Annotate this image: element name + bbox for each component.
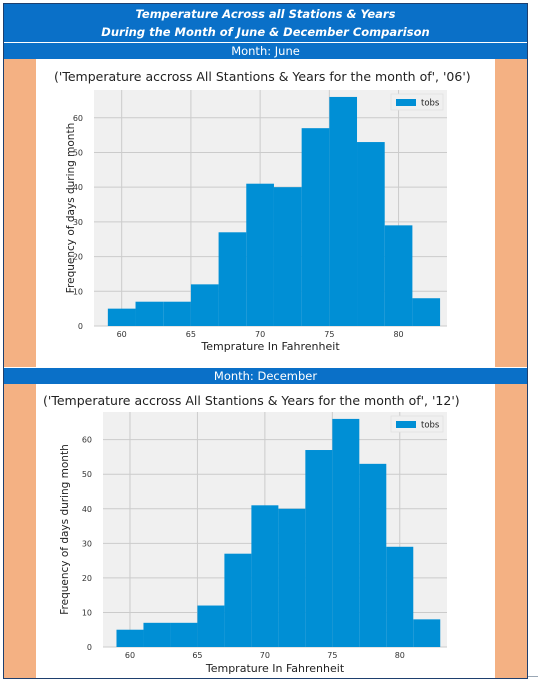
histogram-bar [135, 301, 164, 326]
chart-title: ('Temperature accross All Stantions & Ye… [43, 393, 460, 408]
y-axis-label: Frequency of days during month [59, 444, 71, 614]
title-line-1: Temperature Across all Stations & Years [135, 7, 396, 21]
y-tick-label: 0 [78, 322, 83, 331]
x-tick-label: 80 [393, 330, 403, 339]
x-tick-label: 70 [255, 330, 265, 339]
legend-label: tobs [421, 99, 440, 109]
histogram-bar [329, 96, 358, 326]
legend-swatch [396, 421, 416, 428]
y-tick-label: 20 [73, 253, 83, 262]
histogram-bar [278, 508, 306, 647]
title-band: Temperature Across all Stations & Years … [4, 4, 527, 42]
y-tick-label: 60 [82, 436, 92, 445]
y-tick-label: 10 [73, 287, 83, 296]
histogram-bar [357, 142, 385, 326]
x-tick-label: 80 [395, 651, 405, 660]
histogram-bar [301, 128, 330, 326]
x-tick-label: 60 [117, 330, 127, 339]
histogram-bar [359, 463, 387, 647]
histogram-bar [163, 301, 191, 326]
y-tick-label: 50 [73, 148, 83, 157]
title-line-2: During the Month of June & December Comp… [101, 25, 430, 39]
histogram-bar [305, 450, 333, 647]
right-margin-june [495, 59, 527, 367]
histogram-bar [384, 225, 413, 326]
x-axis-label: Temprature In Fahrenheit [200, 340, 340, 353]
histogram-bar [251, 505, 279, 647]
left-margin-december [4, 384, 36, 678]
section-band-december: Month: December [4, 367, 527, 384]
x-tick-label: 60 [125, 651, 135, 660]
y-axis-label: Frequency of days during month [65, 123, 77, 293]
y-tick-label: 10 [82, 608, 92, 617]
right-margin-december [495, 384, 527, 678]
chart-title: ('Temperature accross All Stantions & Ye… [54, 69, 471, 84]
december-histogram: ('Temperature accross All Stantions & Ye… [43, 393, 460, 675]
histogram-bar [386, 546, 414, 647]
comparison-frame: Temperature Across all Stations & Years … [3, 3, 528, 679]
histogram-bar [116, 629, 144, 647]
legend-swatch [396, 99, 416, 106]
y-tick-label: 40 [82, 505, 92, 514]
y-tick-label: 20 [82, 574, 92, 583]
histogram-bar [413, 619, 441, 647]
histogram-bar [224, 553, 252, 647]
corner-mark [528, 676, 538, 677]
x-axis-label: Temprature In Fahrenheit [205, 662, 345, 675]
histogram-bar [218, 232, 247, 326]
y-tick-label: 60 [73, 114, 83, 123]
x-tick-label: 70 [260, 651, 270, 660]
y-tick-label: 30 [73, 218, 83, 227]
y-tick-label: 50 [82, 470, 92, 479]
histogram-bar [190, 284, 219, 326]
y-tick-label: 30 [82, 539, 92, 548]
histogram-bar [246, 183, 274, 326]
histogram-bar [273, 187, 302, 326]
histogram-bar [197, 605, 225, 647]
left-margin-june [4, 59, 36, 367]
x-tick-label: 65 [192, 651, 202, 660]
histogram-bar [143, 622, 171, 647]
y-tick-label: 40 [73, 183, 83, 192]
june-histogram: ('Temperature accross All Stantions & Ye… [54, 69, 471, 353]
section-label-december: Month: December [213, 369, 318, 383]
histogram-bar [332, 418, 360, 647]
x-tick-label: 75 [327, 651, 337, 660]
x-tick-label: 75 [324, 330, 334, 339]
x-tick-label: 65 [186, 330, 196, 339]
legend-label: tobs [421, 421, 440, 431]
section-label-june: Month: June [231, 44, 300, 58]
y-tick-label: 0 [87, 643, 92, 652]
histogram-bar [412, 298, 441, 326]
histogram-bar [107, 308, 136, 326]
section-band-june: Month: June [4, 42, 527, 59]
histogram-bar [170, 622, 198, 647]
